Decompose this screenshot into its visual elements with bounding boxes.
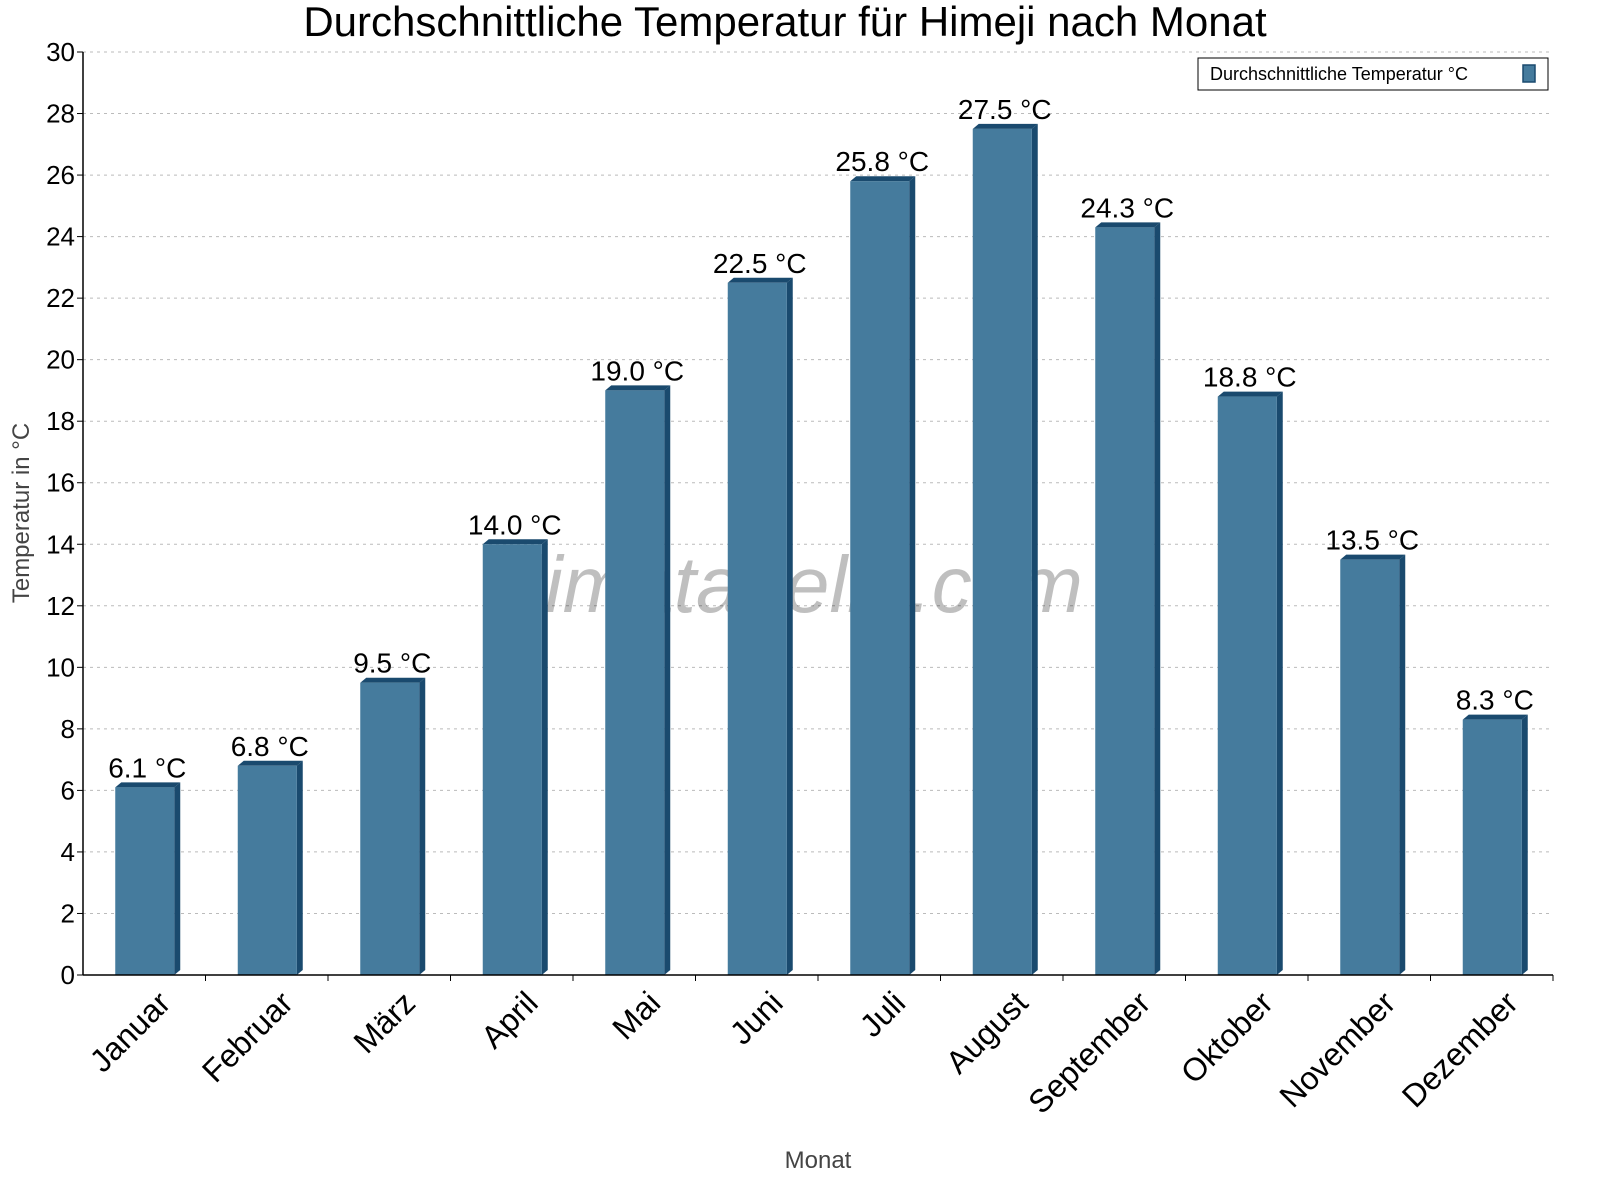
y-tick-label: 12 bbox=[46, 591, 75, 621]
bar-front bbox=[605, 390, 665, 975]
bar-top bbox=[360, 677, 426, 683]
bar-side bbox=[1276, 391, 1283, 975]
bar-side bbox=[664, 385, 671, 975]
x-tick-label: März bbox=[346, 984, 422, 1060]
y-tick-label: 26 bbox=[46, 160, 75, 190]
bar-front bbox=[727, 282, 787, 975]
bar-front bbox=[1095, 227, 1155, 975]
legend-swatch bbox=[1522, 64, 1536, 83]
bar: 24.3 °C bbox=[1080, 192, 1174, 975]
data-label: 22.5 °C bbox=[713, 248, 807, 279]
legend-label: Durchschnittliche Temperatur °C bbox=[1210, 64, 1468, 84]
data-label: 13.5 °C bbox=[1325, 525, 1419, 556]
y-tick-label: 22 bbox=[46, 283, 75, 313]
y-tick-label: 2 bbox=[61, 898, 75, 928]
bar-top bbox=[1340, 554, 1406, 560]
grid-lines bbox=[83, 51, 1553, 914]
bar-side bbox=[1031, 123, 1038, 975]
y-tick-label: 10 bbox=[46, 652, 75, 682]
bar: 6.1 °C bbox=[108, 752, 186, 975]
y-axis-label: Temperatur in °C bbox=[8, 423, 35, 603]
data-label: 25.8 °C bbox=[835, 146, 929, 177]
y-tick-label: 4 bbox=[61, 837, 75, 867]
data-label: 19.0 °C bbox=[590, 355, 684, 386]
bar: 6.8 °C bbox=[231, 731, 309, 975]
y-tick-label: 28 bbox=[46, 99, 75, 129]
data-label: 6.8 °C bbox=[231, 731, 309, 762]
x-tick-label: Februar bbox=[195, 984, 300, 1089]
bar-side bbox=[1399, 554, 1406, 975]
legend: Durchschnittliche Temperatur °C bbox=[1197, 57, 1549, 91]
x-tick-label: Juni bbox=[723, 984, 790, 1051]
bar-top bbox=[1095, 222, 1161, 228]
y-tick-label: 14 bbox=[46, 529, 75, 559]
bar-top bbox=[850, 176, 916, 182]
y-tick-label: 24 bbox=[46, 222, 75, 252]
y-tick-label: 8 bbox=[61, 714, 75, 744]
data-label: 24.3 °C bbox=[1080, 192, 1174, 223]
bars: 6.1 °C 6.8 °C 9.5 °C 14.0 °C 19.0 °C 22.5 °C 2… bbox=[108, 94, 1534, 976]
x-tick-label: Mai bbox=[605, 984, 667, 1046]
data-label: 6.1 °C bbox=[108, 752, 186, 783]
bar-top bbox=[727, 277, 793, 283]
bar: 8.3 °C bbox=[1456, 685, 1534, 975]
x-axis-ticks: Januar Februar März April Mai Juni Juli AugustS… bbox=[83, 975, 1554, 1121]
x-tick-label: Oktober bbox=[1174, 984, 1280, 1090]
bar-front bbox=[1462, 719, 1522, 975]
bar-front bbox=[1340, 559, 1400, 975]
chart-title: Durchschnittliche Temperatur für Himeji … bbox=[303, 0, 1267, 45]
bar: 18.8 °C bbox=[1203, 362, 1297, 975]
bar: 27.5 °C bbox=[958, 94, 1052, 975]
bar-top bbox=[237, 760, 303, 766]
bar: 9.5 °C bbox=[353, 648, 431, 975]
y-tick-label: 0 bbox=[61, 960, 75, 990]
x-tick-label: August bbox=[939, 984, 1035, 1080]
x-tick-label: November bbox=[1272, 984, 1402, 1114]
bar-side bbox=[174, 782, 181, 975]
bar-front bbox=[115, 787, 175, 975]
bar: 25.8 °C bbox=[835, 146, 929, 976]
bar-front bbox=[972, 128, 1032, 975]
y-tick-label: 16 bbox=[46, 468, 75, 498]
x-axis-label: Monat bbox=[785, 1147, 852, 1174]
x-tick-label: September bbox=[1021, 984, 1157, 1120]
bar-front bbox=[237, 765, 297, 975]
bar-side bbox=[296, 760, 303, 975]
bar: 22.5 °C bbox=[713, 248, 807, 975]
bar-front bbox=[360, 682, 420, 975]
x-tick-label: April bbox=[474, 984, 545, 1055]
bar-side bbox=[1154, 222, 1161, 975]
bar-top bbox=[482, 539, 548, 545]
x-tick-label: Juli bbox=[853, 984, 912, 1043]
bar-top bbox=[115, 782, 181, 788]
y-tick-label: 6 bbox=[61, 775, 75, 805]
bar: 13.5 °C bbox=[1325, 525, 1419, 975]
x-tick-label: Dezember bbox=[1395, 984, 1525, 1114]
data-label: 8.3 °C bbox=[1456, 685, 1534, 716]
bar-side bbox=[786, 277, 793, 975]
bar-front bbox=[850, 181, 910, 976]
bar-side bbox=[419, 677, 426, 975]
y-tick-label: 30 bbox=[46, 37, 75, 67]
y-tick-label: 20 bbox=[46, 345, 75, 375]
bar-top bbox=[605, 385, 671, 391]
data-label: 9.5 °C bbox=[353, 648, 431, 679]
bar-side bbox=[1521, 714, 1528, 975]
bar-front bbox=[482, 544, 542, 975]
bar-top bbox=[972, 123, 1038, 129]
data-label: 27.5 °C bbox=[958, 94, 1052, 125]
bar: 19.0 °C bbox=[590, 355, 684, 975]
bar-top bbox=[1462, 714, 1528, 720]
y-tick-label: 18 bbox=[46, 406, 75, 436]
data-label: 14.0 °C bbox=[468, 509, 562, 540]
bar-top bbox=[1217, 391, 1283, 397]
bar: 14.0 °C bbox=[468, 509, 562, 975]
x-tick-label: Januar bbox=[83, 984, 178, 1079]
bar-side bbox=[541, 539, 548, 975]
data-label: 18.8 °C bbox=[1203, 362, 1297, 393]
bar-side bbox=[909, 176, 916, 976]
bar-front bbox=[1217, 396, 1277, 975]
